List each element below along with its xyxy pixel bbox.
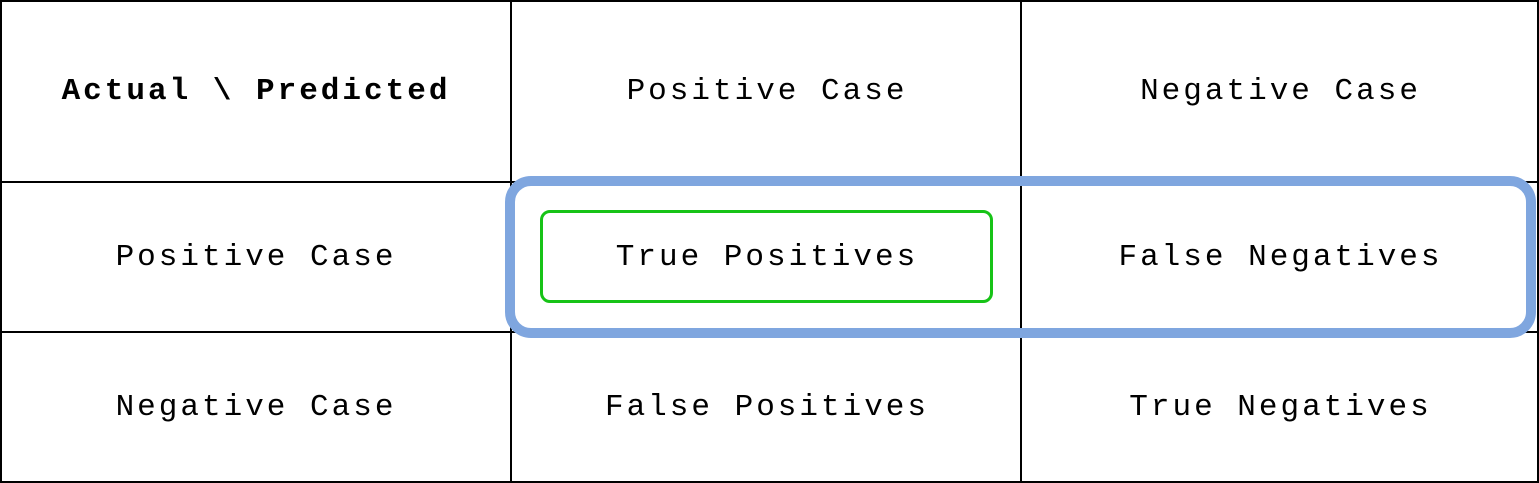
divider-col-2 [1020,0,1022,483]
border-bottom [0,481,1539,483]
divider-row-2 [0,331,1539,333]
divider-col-1 [510,0,512,483]
row-header-positive: Positive Case [115,239,397,275]
border-left [0,0,2,483]
cell-false-negatives: False Negatives [1118,239,1443,275]
column-header-positive: Positive Case [626,73,908,109]
corner-header: Actual \ Predicted [61,73,451,109]
column-header-negative: Negative Case [1140,73,1421,109]
border-top [0,0,1539,2]
border-right [1537,0,1539,483]
divider-row-1 [0,181,1539,183]
row-header-negative: Negative Case [115,390,397,425]
cell-true-positives: True Positives [615,239,919,275]
cell-true-negatives: True Negatives [1129,390,1432,425]
cell-false-positives: False Positives [604,390,930,425]
